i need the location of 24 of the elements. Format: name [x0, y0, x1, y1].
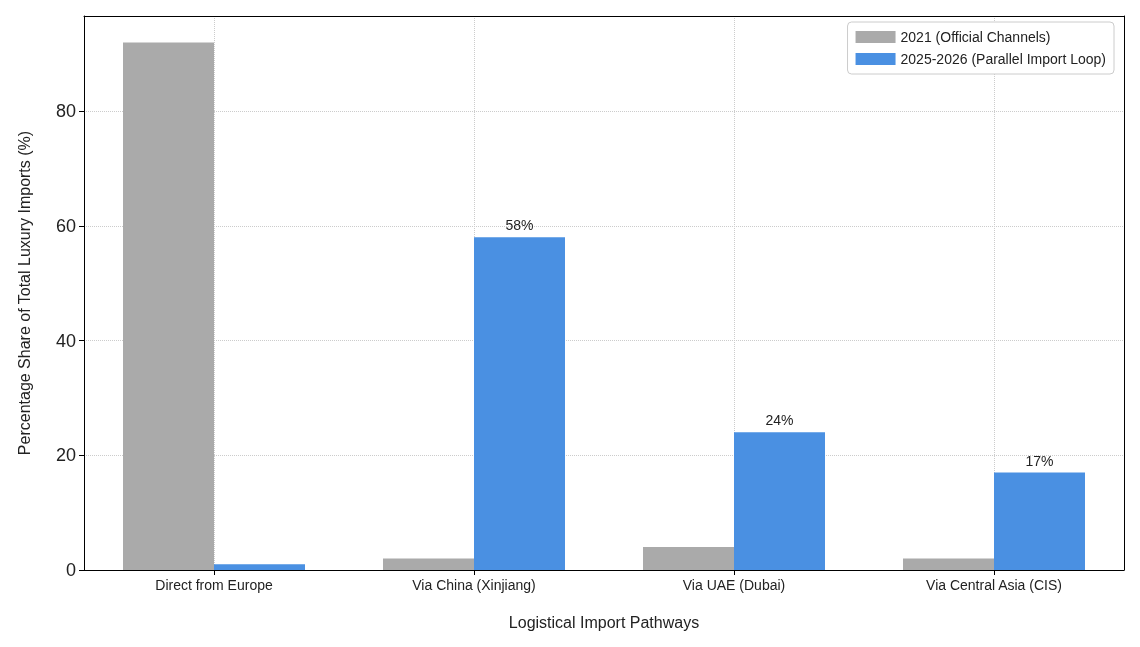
data-label: 17% [1025, 452, 1054, 469]
y-tick-label: 0 [65, 560, 76, 580]
bar [903, 558, 994, 570]
y-tick-label: 60 [55, 215, 76, 236]
bar [383, 558, 474, 570]
bar [643, 547, 734, 570]
x-tick-label: Via Central Asia (CIS) [926, 577, 1062, 593]
x-axis-title: Logistical Import Pathways [508, 613, 700, 631]
bar [123, 42, 214, 570]
y-axis-title: Percentage Share of Total Luxury Imports (%) [15, 130, 33, 456]
data-label: 24% [765, 412, 794, 429]
x-tick-label: Via UAE (Dubai) [682, 577, 786, 593]
data-label: 58% [505, 217, 534, 234]
bar [474, 237, 565, 570]
bar [994, 472, 1085, 570]
x-tick-label: Direct from Europe [155, 577, 273, 593]
legend-label: 2021 (Official Channels) [900, 29, 1051, 45]
legend-label: 2025-2026 (Parallel Import Loop) [900, 51, 1107, 67]
bar [734, 432, 825, 570]
y-tick-label: 40 [55, 330, 76, 351]
bar [214, 564, 305, 570]
y-tick-label: 80 [55, 101, 76, 122]
y-tick-label: 20 [55, 445, 76, 466]
x-tick-label: Via China (Xinjiang) [412, 577, 536, 593]
